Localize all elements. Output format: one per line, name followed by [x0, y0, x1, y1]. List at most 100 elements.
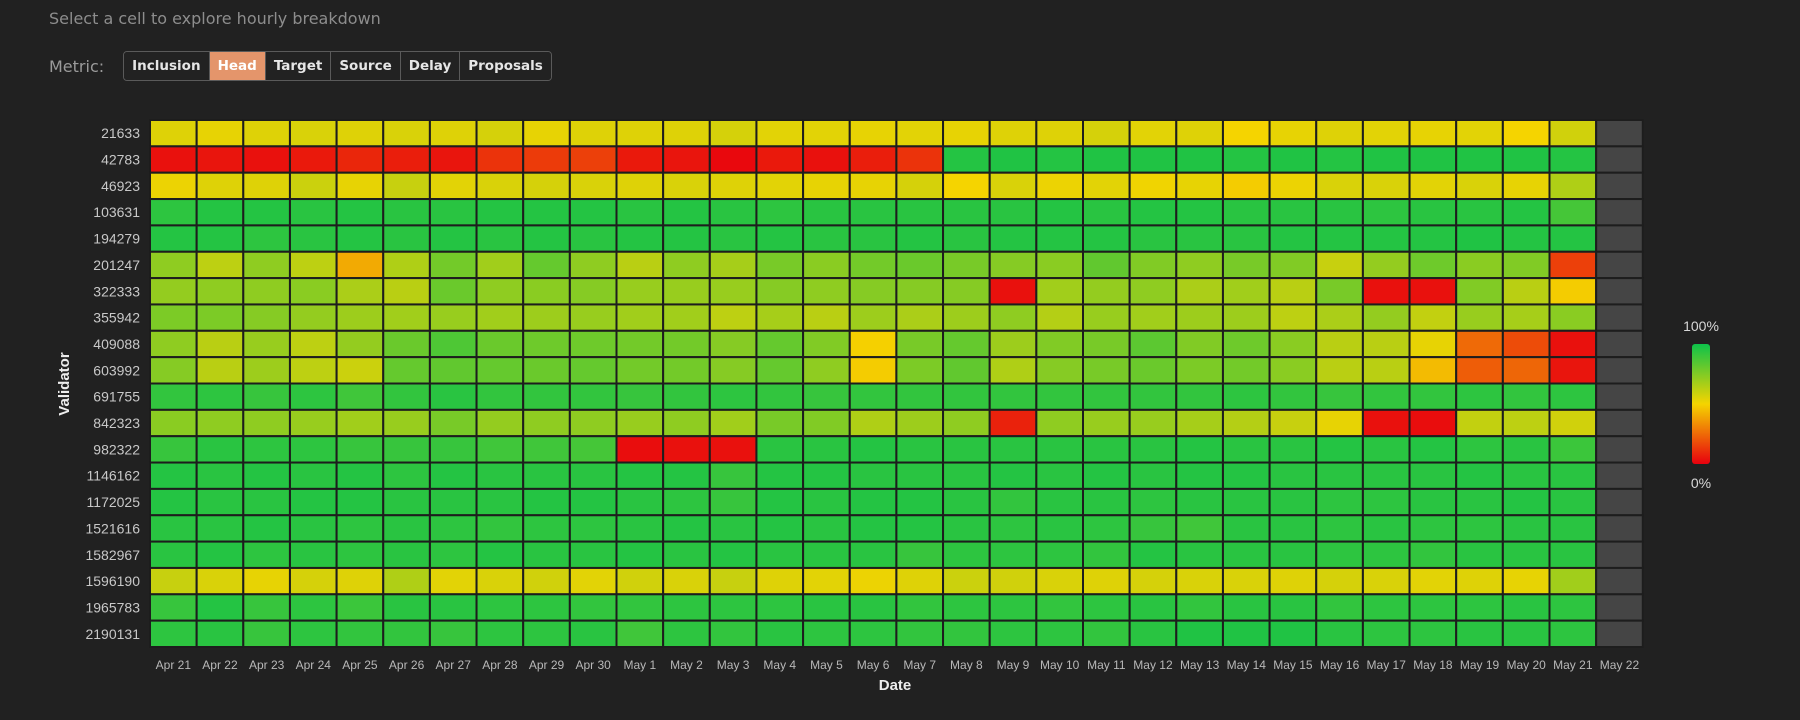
heatmap-cell[interactable]	[848, 277, 898, 306]
heatmap-cell[interactable]	[288, 356, 338, 385]
heatmap-cell[interactable]	[1268, 540, 1318, 569]
heatmap-cell[interactable]	[1175, 408, 1224, 438]
heatmap-cell[interactable]	[802, 303, 851, 332]
heatmap-cell[interactable]	[1175, 198, 1224, 227]
heatmap-cell[interactable]	[1595, 119, 1644, 148]
heatmap-cell[interactable]	[1128, 514, 1178, 543]
heatmap-cell[interactable]	[1408, 198, 1458, 227]
heatmap-cell[interactable]	[382, 435, 431, 464]
heatmap-cell[interactable]	[802, 593, 851, 622]
heatmap-cell[interactable]	[1455, 303, 1504, 332]
heatmap-cell[interactable]	[335, 356, 385, 385]
heatmap-cell[interactable]	[1501, 329, 1551, 359]
heatmap-cell[interactable]	[942, 119, 991, 148]
heatmap-cell[interactable]	[615, 540, 665, 569]
heatmap-cell[interactable]	[1361, 145, 1411, 174]
heatmap-cell[interactable]	[1082, 303, 1131, 332]
heatmap-cell[interactable]	[1082, 382, 1131, 411]
heatmap-cell[interactable]	[1595, 514, 1644, 543]
heatmap-cell[interactable]	[1595, 435, 1644, 464]
heatmap-cell[interactable]	[522, 303, 571, 332]
heatmap-cell[interactable]	[1221, 382, 1271, 411]
heatmap-cell[interactable]	[848, 461, 898, 490]
heatmap-cell[interactable]	[1595, 540, 1644, 569]
heatmap-cell[interactable]	[1082, 329, 1131, 359]
heatmap-cell[interactable]	[615, 250, 665, 280]
heatmap-cell[interactable]	[802, 619, 851, 649]
heatmap-cell[interactable]	[1035, 303, 1084, 332]
heatmap-cell[interactable]	[1128, 119, 1178, 148]
heatmap-cell[interactable]	[1082, 619, 1131, 649]
heatmap-cell[interactable]	[755, 435, 805, 464]
heatmap-cell[interactable]	[1595, 566, 1644, 596]
heatmap-cell[interactable]	[1315, 303, 1364, 332]
heatmap-cell[interactable]	[242, 171, 291, 201]
heatmap-cell[interactable]	[1455, 250, 1504, 280]
heatmap-cell[interactable]	[1455, 593, 1504, 622]
heatmap-cell[interactable]	[1035, 619, 1084, 649]
heatmap-cell[interactable]	[428, 461, 478, 490]
heatmap-cell[interactable]	[1175, 224, 1224, 253]
heatmap-cell[interactable]	[1548, 408, 1598, 438]
heatmap-cell[interactable]	[288, 461, 338, 490]
heatmap-cell[interactable]	[475, 303, 525, 332]
heatmap-cell[interactable]	[1315, 408, 1364, 438]
heatmap-cell[interactable]	[1595, 303, 1644, 332]
heatmap-cell[interactable]	[662, 119, 711, 148]
heatmap-cell[interactable]	[335, 382, 385, 411]
heatmap-cell[interactable]	[1361, 514, 1411, 543]
heatmap-cell[interactable]	[942, 171, 991, 201]
heatmap-cell[interactable]	[1128, 329, 1178, 359]
heatmap-cell[interactable]	[1501, 461, 1551, 490]
heatmap-cell[interactable]	[522, 540, 571, 569]
heatmap-cell[interactable]	[802, 119, 851, 148]
heatmap-cell[interactable]	[708, 461, 758, 490]
heatmap-cell[interactable]	[288, 382, 338, 411]
heatmap-cell[interactable]	[802, 224, 851, 253]
heatmap-cell[interactable]	[802, 250, 851, 280]
heatmap-cell[interactable]	[1035, 540, 1084, 569]
heatmap-cell[interactable]	[755, 566, 805, 596]
heatmap-cell[interactable]	[1035, 593, 1084, 622]
heatmap-cell[interactable]	[1361, 171, 1411, 201]
heatmap-cell[interactable]	[1315, 566, 1364, 596]
heatmap-cell[interactable]	[988, 198, 1038, 227]
heatmap-cell[interactable]	[1315, 487, 1364, 517]
heatmap-cell[interactable]	[195, 514, 245, 543]
heatmap-cell[interactable]	[1408, 145, 1458, 174]
heatmap-cell[interactable]	[428, 540, 478, 569]
heatmap-cell[interactable]	[1221, 171, 1271, 201]
heatmap-cell[interactable]	[1455, 119, 1504, 148]
heatmap-cell[interactable]	[895, 224, 945, 253]
heatmap-cell[interactable]	[615, 461, 665, 490]
heatmap-cell[interactable]	[522, 566, 571, 596]
heatmap-cell[interactable]	[475, 329, 525, 359]
heatmap-cell[interactable]	[848, 224, 898, 253]
heatmap-cell[interactable]	[1361, 619, 1411, 649]
heatmap-cell[interactable]	[149, 224, 198, 253]
heatmap-cell[interactable]	[615, 171, 665, 201]
heatmap-cell[interactable]	[242, 356, 291, 385]
heatmap-cell[interactable]	[1315, 250, 1364, 280]
heatmap-cell[interactable]	[195, 250, 245, 280]
heatmap-cell[interactable]	[288, 250, 338, 280]
heatmap-cell[interactable]	[1501, 198, 1551, 227]
heatmap-cell[interactable]	[195, 566, 245, 596]
heatmap-cell[interactable]	[708, 303, 758, 332]
heatmap-cell[interactable]	[662, 198, 711, 227]
heatmap-cell[interactable]	[662, 514, 711, 543]
heatmap-cell[interactable]	[242, 277, 291, 306]
heatmap-cell[interactable]	[1268, 171, 1318, 201]
heatmap-cell[interactable]	[382, 593, 431, 622]
heatmap-cell[interactable]	[662, 171, 711, 201]
heatmap-cell[interactable]	[1361, 356, 1411, 385]
heatmap-cell[interactable]	[802, 382, 851, 411]
heatmap-cell[interactable]	[1361, 435, 1411, 464]
heatmap-cell[interactable]	[195, 593, 245, 622]
heatmap-cell[interactable]	[1595, 198, 1644, 227]
heatmap-cell[interactable]	[288, 435, 338, 464]
heatmap-cell[interactable]	[708, 619, 758, 649]
heatmap-cell[interactable]	[475, 171, 525, 201]
heatmap-cell[interactable]	[428, 329, 478, 359]
heatmap-cell[interactable]	[568, 619, 618, 649]
